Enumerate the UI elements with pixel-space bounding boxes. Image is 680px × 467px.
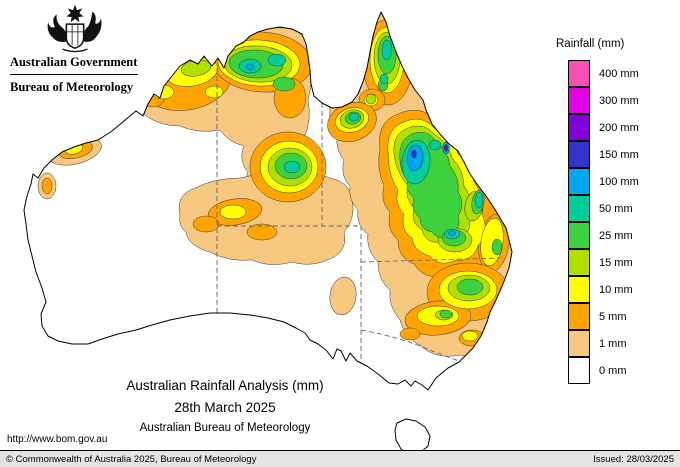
legend-swatch	[568, 275, 590, 303]
legend-label: 15 mm	[599, 256, 633, 269]
rainfall-legend: Rainfall (mm) 400 mm 300 mm 200 mm 150 mm 10…	[552, 38, 676, 384]
tasmania-landmass	[395, 419, 430, 455]
legend-swatch	[568, 60, 590, 87]
map-org: Australian Bureau of Meteorology	[139, 422, 311, 434]
legend-swatch	[568, 86, 590, 114]
legend-swatch	[568, 194, 590, 222]
map-title: Australian Rainfall Analysis (mm)	[126, 378, 324, 393]
legend-row: 1 mm	[568, 329, 676, 357]
legend-swatch	[568, 302, 590, 330]
legend-row: 100 mm	[568, 167, 676, 195]
legend-label: 300 mm	[599, 94, 639, 107]
legend-row: 25 mm	[568, 221, 676, 249]
legend-label: 50 mm	[599, 202, 633, 215]
legend-label: 5 mm	[599, 310, 627, 323]
issued-text: Issued: 28/03/2025	[593, 453, 674, 465]
legend-label: 100 mm	[599, 175, 639, 188]
legend-swatch	[568, 356, 590, 384]
australia-coastline	[23, 11, 513, 391]
contour-band-200mm	[444, 144, 448, 150]
bom-url: http://www.bom.gov.au	[7, 434, 108, 445]
legend-row: 10 mm	[568, 275, 676, 303]
legend-label: 10 mm	[599, 283, 633, 296]
brand-divider	[10, 74, 138, 75]
legend-label: 1 mm	[599, 337, 627, 350]
footer-bar: © Commonwealth of Australia 2025, Bureau…	[0, 450, 680, 467]
legend-row: 0 mm	[568, 356, 676, 384]
legend-row: 300 mm	[568, 86, 676, 114]
map-caption: Australian Rainfall Analysis (mm) 28th M…	[60, 378, 390, 434]
legend-swatch	[568, 113, 590, 141]
legend-swatch	[568, 329, 590, 357]
legend-row: 50 mm	[568, 194, 676, 222]
legend-row: 5 mm	[568, 302, 676, 330]
legend-swatch	[568, 167, 590, 195]
bureau-title: Bureau of Meteorology	[10, 80, 134, 94]
legend-row: 15 mm	[568, 248, 676, 276]
legend-swatch	[568, 248, 590, 276]
australian-coat-of-arms-icon	[47, 4, 102, 53]
tasmania-coastline	[394, 418, 431, 456]
legend-row: 200 mm	[568, 113, 676, 141]
state-borders	[216, 68, 501, 362]
gov-title: Australian Government	[10, 55, 138, 69]
bom-branding: Australian Government Bureau of Meteorol…	[10, 3, 140, 95]
legend-label: 0 mm	[599, 364, 627, 377]
legend-title: Rainfall (mm)	[556, 38, 625, 50]
legend-scale: 400 mm 300 mm 200 mm 150 mm 100 mm 50 mm 25 mm…	[568, 60, 676, 384]
legend-swatch	[568, 221, 590, 249]
legend-swatch	[568, 140, 590, 168]
legend-label: 200 mm	[599, 121, 639, 134]
legend-row: 150 mm	[568, 140, 676, 168]
map-date: 28th March 2025	[174, 400, 276, 415]
copyright-text: © Commonwealth of Australia 2025, Bureau…	[6, 453, 257, 465]
legend-label: 400 mm	[599, 67, 639, 80]
legend-label: 150 mm	[599, 148, 639, 161]
legend-label: 25 mm	[599, 229, 633, 242]
legend-row: 400 mm	[568, 60, 676, 87]
